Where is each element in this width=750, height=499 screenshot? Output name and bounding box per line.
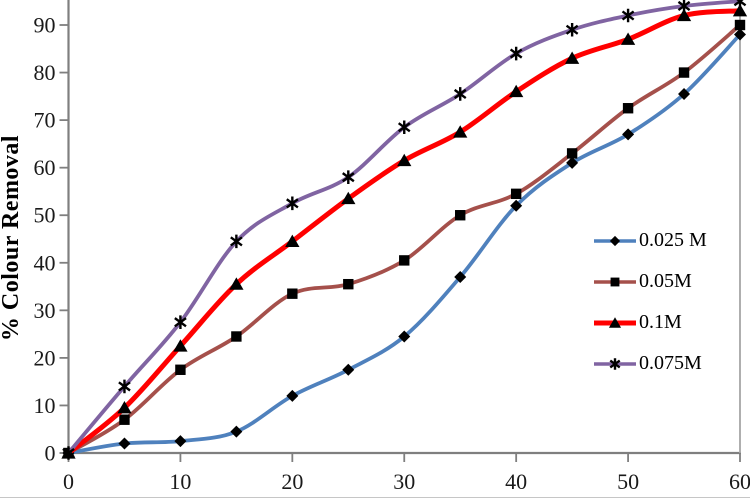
triangle-marker — [509, 84, 524, 98]
asterisk-marker — [230, 234, 243, 249]
square-marker — [175, 364, 186, 375]
x-tick-label: 40 — [505, 469, 527, 494]
triangle-marker — [676, 8, 692, 22]
diamond-marker — [454, 271, 467, 284]
series-0.1M — [61, 3, 748, 459]
legend-sample-asterisk — [594, 357, 636, 370]
legend-item-0.075M: 0.075M — [594, 351, 707, 376]
asterisk-marker — [342, 170, 355, 184]
legend-item-0.025-M: 0.025 M — [594, 228, 707, 253]
x-tick-label: 60 — [729, 469, 750, 494]
diamond-marker — [510, 199, 523, 212]
asterisk-marker — [453, 87, 467, 101]
square-marker — [622, 103, 634, 114]
diamond-marker — [609, 235, 621, 246]
asterisk-marker — [733, 0, 747, 9]
square-marker — [678, 67, 690, 78]
diamond-marker — [118, 437, 131, 450]
diamond-marker — [342, 363, 355, 376]
x-tick-label: 50 — [617, 469, 639, 494]
y-tick-label: 0 — [45, 441, 56, 466]
asterisk-marker — [62, 446, 75, 460]
x-tick-label: 10 — [169, 469, 191, 494]
y-tick-label: 80 — [34, 60, 56, 85]
diamond-marker — [622, 128, 635, 141]
y-tick-label: 10 — [34, 393, 56, 418]
triangle-marker — [453, 125, 468, 138]
diamond-marker — [174, 435, 187, 448]
asterisk-marker — [677, 0, 691, 13]
asterisk-marker — [621, 8, 635, 23]
series-0.075M — [62, 0, 747, 460]
y-tick-label: 40 — [34, 250, 56, 275]
x-tick-label: 20 — [281, 469, 303, 494]
square-marker — [610, 277, 620, 286]
triangle-marker — [397, 153, 412, 167]
triangle-marker — [732, 3, 748, 17]
triangle-marker — [620, 32, 636, 45]
series-line-0.075M — [66, 0, 742, 455]
diamond-marker — [286, 389, 299, 402]
asterisk-marker — [118, 379, 131, 394]
triangle-marker — [341, 191, 356, 205]
y-tick-label: 20 — [34, 345, 56, 370]
triangle-marker — [229, 277, 244, 290]
square-marker — [566, 148, 578, 159]
legend-label: 0.025 M — [639, 229, 707, 251]
legend-item-0.1M: 0.1M — [594, 310, 707, 335]
asterisk-marker — [397, 120, 411, 135]
legend-label: 0.05M — [639, 270, 692, 292]
square-marker — [287, 288, 298, 299]
square-marker — [231, 331, 242, 342]
legend-sample-diamond — [594, 235, 636, 246]
triangle-marker — [117, 401, 132, 414]
legend: 0.025 M 0.05M 0.1M 0.075M — [594, 228, 707, 376]
legend-label: 0.075M — [639, 352, 702, 374]
triangle-marker — [608, 316, 622, 328]
legend-sample-triangle — [594, 316, 636, 328]
legend-sample-square — [594, 277, 636, 286]
asterisk-marker — [286, 196, 299, 211]
asterisk-marker — [609, 357, 621, 370]
triangle-marker — [173, 339, 188, 352]
square-marker — [734, 19, 746, 31]
x-tick-label: 30 — [393, 469, 415, 494]
asterisk-marker — [174, 315, 187, 330]
y-tick-label: 60 — [34, 155, 56, 180]
legend-item-0.05M: 0.05M — [594, 269, 707, 294]
diamond-marker — [566, 156, 579, 169]
asterisk-marker — [509, 46, 523, 61]
asterisk-marker — [565, 22, 579, 37]
y-tick-label: 70 — [34, 108, 56, 133]
square-marker — [343, 278, 354, 290]
y-tick-label: 90 — [34, 13, 56, 38]
diamond-marker — [678, 87, 691, 100]
x-tick-label: 0 — [63, 469, 74, 494]
square-marker — [455, 210, 466, 221]
diamond-marker — [734, 28, 746, 41]
square-marker — [119, 414, 130, 425]
square-marker — [510, 188, 522, 200]
bottom-crop-line — [0, 497, 750, 498]
series-0.05M — [63, 19, 746, 459]
diamond-marker — [398, 330, 411, 343]
triangle-marker — [564, 51, 580, 64]
y-tick-label: 50 — [34, 203, 56, 228]
y-axis-title: % Colour Removal — [0, 134, 24, 342]
legend-label: 0.1M — [639, 311, 682, 333]
y-tick-label: 30 — [34, 298, 56, 323]
diamond-marker — [230, 425, 243, 438]
square-marker — [399, 255, 410, 266]
triangle-marker — [285, 234, 300, 247]
